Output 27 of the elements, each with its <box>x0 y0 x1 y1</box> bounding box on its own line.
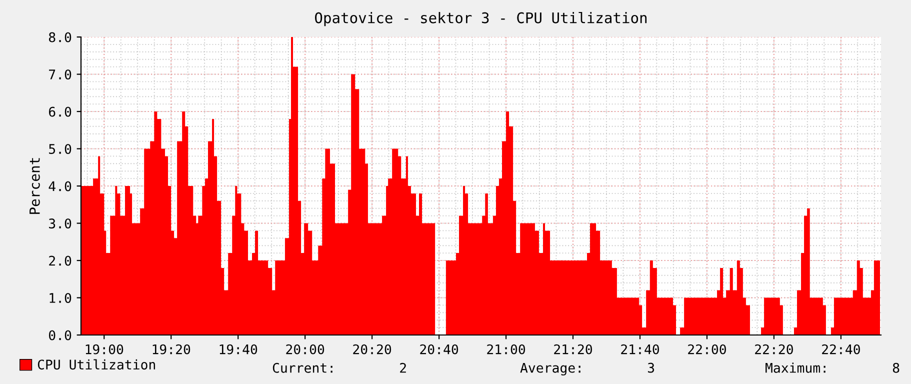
x-tick-label: 21:00 <box>487 344 526 354</box>
chart-title: Opatovice - sektor 3 - CPU Utilization <box>315 12 647 26</box>
text: Current: 2 <box>272 362 406 373</box>
y-tick-label: 4.0 <box>48 181 72 192</box>
y-tick-label: 6.0 <box>49 106 72 117</box>
x-tick-label: 22:00 <box>688 344 726 354</box>
legend-label: CPU Utilization <box>38 359 156 370</box>
text: Maximum: 8 <box>766 362 900 373</box>
y-tick-label: 1.0 <box>50 293 72 303</box>
y-tick-label: 2.0 <box>49 256 72 266</box>
y-tick-label: 8.0 <box>48 32 72 42</box>
x-tick-label: 19:20 <box>152 344 190 354</box>
x-tick-label: 22:40 <box>822 344 860 354</box>
x-tick-label: 21:20 <box>554 344 592 354</box>
y-tick-label: 5.0 <box>49 144 72 154</box>
y-tick-label: 7.0 <box>49 70 72 80</box>
x-tick-label: 20:20 <box>353 344 392 354</box>
text: Average: 3 <box>520 362 654 376</box>
x-tick-label: 19:00 <box>86 344 124 354</box>
x-tick-label: 22:20 <box>755 344 793 354</box>
x-tick-label: 19:40 <box>220 344 258 354</box>
x-tick-label: 20:40 <box>420 344 458 354</box>
x-tick-label: 21:40 <box>621 344 659 354</box>
y-tick-label: 0.0 <box>49 330 72 340</box>
y-tick-label: 3.0 <box>49 218 72 228</box>
x-tick-label: 20:00 <box>286 344 324 354</box>
y-axis-title: Percent <box>30 158 40 214</box>
